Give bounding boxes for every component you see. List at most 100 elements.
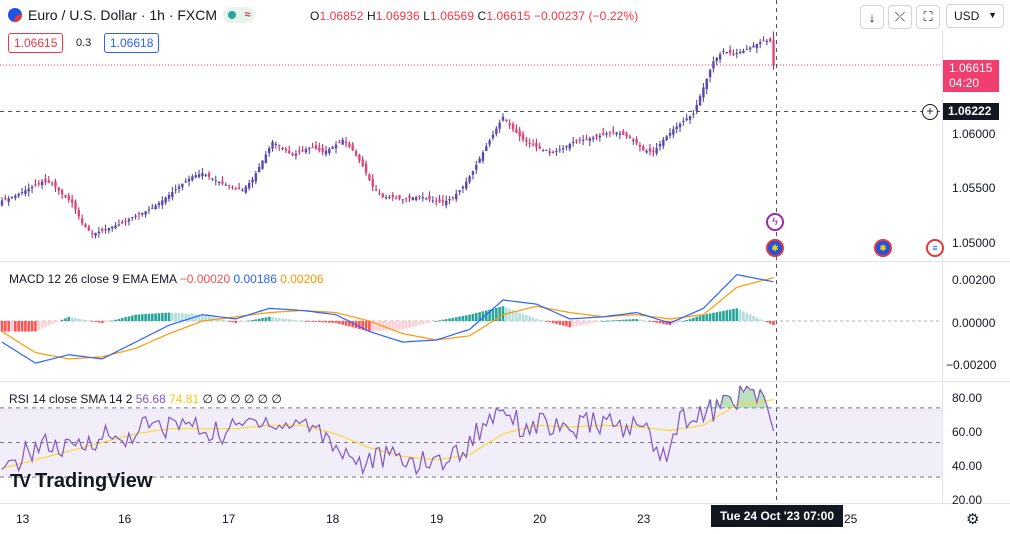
macd-hist-bar	[621, 319, 625, 321]
macd-hist-bar	[648, 321, 652, 322]
us-event-icon[interactable]: ≡	[926, 239, 944, 257]
candle-body	[261, 160, 264, 169]
candle-body	[758, 42, 762, 44]
candle-body	[478, 158, 481, 163]
candle-body	[104, 229, 107, 231]
candle-body	[545, 150, 548, 152]
macd-hist-bar	[451, 317, 455, 321]
collapse-button[interactable]: ⤫	[888, 5, 912, 29]
candle-body	[424, 198, 428, 200]
macd-hist-bar	[738, 309, 742, 321]
tradingview-logo[interactable]: TV TradingView	[10, 470, 152, 493]
candle-body	[421, 197, 425, 199]
candle-body	[87, 226, 91, 231]
candle-body	[518, 130, 521, 137]
rsi-tick-4: 20.00	[952, 493, 983, 507]
event-flash-icon[interactable]: ϟ	[766, 213, 784, 231]
macd-hist-bar	[77, 318, 81, 321]
macd-hist-bar	[301, 321, 304, 322]
candle-body	[97, 231, 101, 234]
macd-hist-bar	[725, 310, 729, 321]
macd-hist-bar	[284, 318, 288, 321]
candle-body	[735, 53, 738, 54]
candle-body	[94, 232, 97, 236]
market-status-badge[interactable]: ≈	[223, 7, 256, 23]
fullscreen-button[interactable]: ⛶	[916, 5, 940, 29]
candle-body	[278, 145, 281, 147]
candle-body	[224, 184, 227, 186]
rsi-legend[interactable]: RSI 14 close SMA 14 2 56.68 74.81 ∅ ∅ ∅ …	[9, 392, 282, 406]
time-label: 25	[844, 512, 858, 526]
candle-body	[308, 148, 311, 150]
macd-hist-bar	[391, 321, 395, 331]
macd-hist-bar	[348, 321, 351, 327]
macd-hist-bar	[528, 316, 532, 321]
eu-event-icon[interactable]: ✱	[766, 239, 784, 257]
candle-body	[742, 50, 745, 54]
candle-body	[702, 87, 705, 98]
macd-hist-bar	[418, 321, 421, 326]
eu-event-icon[interactable]: ✱	[874, 239, 892, 257]
symbol-title[interactable]: Euro / U.S. Dollar · 1h · FXCM ≈	[8, 7, 256, 23]
candle-body	[111, 226, 114, 229]
time-label: 16	[118, 512, 132, 526]
arrow-down-icon: ↓	[868, 9, 876, 25]
macd-hist-bar	[110, 320, 114, 322]
macd-hist-bar	[692, 317, 695, 321]
macd-hist-bar	[541, 320, 545, 322]
candle-body	[304, 149, 308, 153]
macd-hist-bar	[601, 321, 605, 322]
currency-select[interactable]: USD ▼	[946, 4, 1004, 28]
candle-body	[197, 174, 201, 178]
candle-body	[177, 186, 181, 189]
buy-price-button[interactable]: 1.06618	[104, 33, 160, 53]
macd-hist-bar	[67, 316, 71, 321]
macd-hist-bar	[615, 320, 618, 321]
currency-value: USD	[954, 9, 980, 23]
macd-hist-bar	[277, 318, 281, 321]
candle-body	[0, 200, 4, 206]
low-value: 1.06569	[430, 9, 475, 23]
rsi-value: 56.68	[135, 392, 166, 406]
macd-hist-bar	[424, 321, 428, 324]
macd-legend[interactable]: MACD 12 26 close 9 EMA EMA −0.00020 0.00…	[9, 272, 324, 286]
scroll-down-button[interactable]: ↓	[860, 5, 884, 29]
macd-title: MACD 12 26 close 9 EMA EMA	[9, 272, 177, 286]
macd-hist-bar	[234, 321, 238, 324]
add-alert-plus-icon[interactable]: +	[922, 104, 938, 120]
macd-hist-bar	[137, 314, 141, 321]
candle-body	[585, 139, 588, 141]
macd-hist-bar	[431, 321, 435, 322]
macd-hist-bar	[201, 314, 204, 321]
logo-text: TradingView	[35, 470, 153, 492]
candle-body	[508, 123, 511, 126]
candle-body	[581, 139, 585, 141]
close-label: C	[477, 9, 487, 23]
macd-hist-bar	[394, 321, 398, 330]
macd-hist-bar	[294, 320, 298, 321]
macd-tick-1: 0.00200	[952, 273, 996, 287]
spread-value: 0.3	[76, 37, 92, 49]
candle-body	[755, 43, 759, 49]
candle-body	[658, 143, 662, 147]
macd-hist-bar	[7, 321, 10, 332]
candle-body	[728, 49, 732, 53]
sell-price-button[interactable]: 1.06615	[8, 33, 64, 53]
macd-hist-bar	[401, 321, 405, 330]
candle-body	[24, 190, 27, 194]
candle-body	[495, 128, 498, 134]
settings-gear-icon[interactable]: ⚙	[966, 511, 980, 528]
macd-hist-bar	[511, 310, 515, 321]
candle-body	[548, 151, 551, 153]
macd-hist-bar	[474, 312, 478, 321]
macd-hist-bar	[645, 320, 648, 322]
candle-body	[30, 186, 34, 189]
candle-body	[465, 181, 468, 189]
candle-body	[50, 183, 54, 185]
macd-hist-bar	[441, 319, 445, 321]
candle-body	[184, 181, 187, 183]
macd-hist-bar	[411, 321, 415, 327]
macd-hist-bar	[712, 312, 715, 321]
candle-body	[314, 145, 318, 149]
